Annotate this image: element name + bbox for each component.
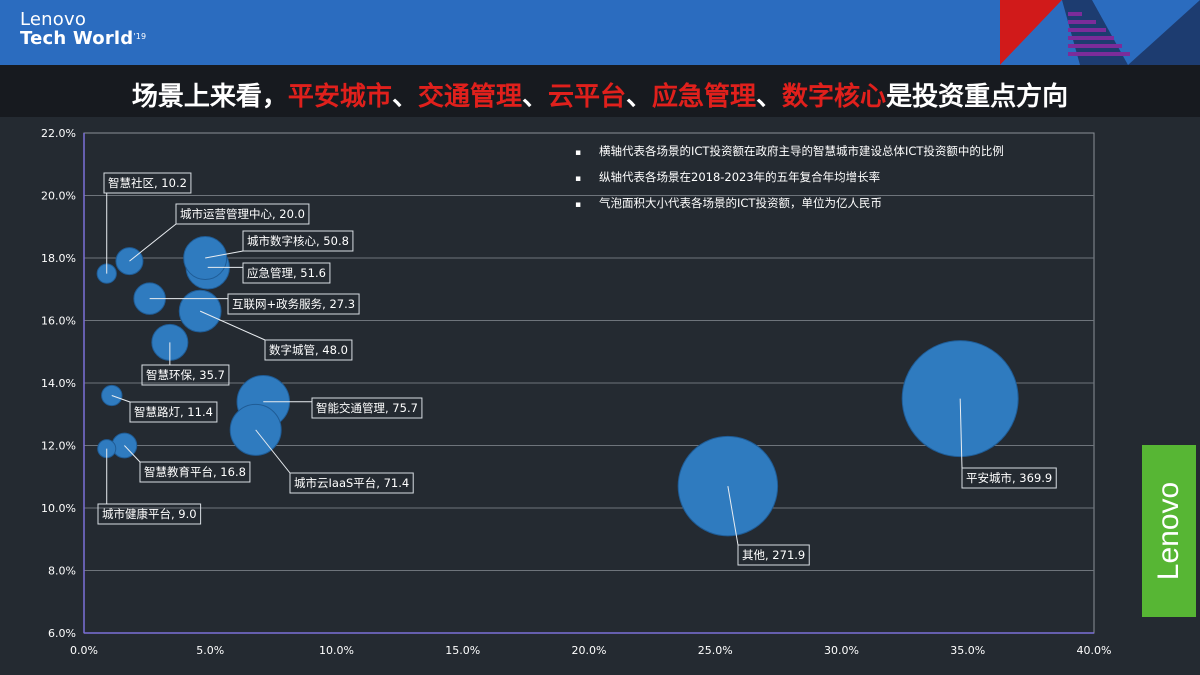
- data-label-box: [242, 230, 354, 252]
- data-label: 智慧社区, 10.2: [108, 176, 187, 190]
- data-label: 平安城市, 369.9: [966, 471, 1052, 485]
- title-bar: [0, 65, 1200, 117]
- annotation-item: 纵轴代表各场景在2018-2023年的五年复合年均增长率: [575, 169, 1004, 185]
- x-tick-label: 15.0%: [445, 644, 480, 657]
- title-sep-2: 、: [521, 82, 548, 112]
- data-label: 数字城管, 48.0: [269, 343, 348, 357]
- y-tick-label: 16.0%: [41, 315, 76, 328]
- title-suffix: 是投资重点方向: [886, 82, 1069, 112]
- y-tick-label: 14.0%: [41, 377, 76, 390]
- annotation-item: 横轴代表各场景的ICT投资额在政府主导的智慧城市建设总体ICT投资额中的比例: [575, 143, 1004, 159]
- bubble: [229, 403, 282, 456]
- title-highlight-4: 应急管理: [652, 82, 757, 112]
- data-label: 城市云IaaS平台, 71.4: [294, 476, 409, 490]
- leader-line: [129, 223, 177, 262]
- y-tick-label: 8.0%: [48, 565, 76, 578]
- title-highlight-3: 云平台: [547, 82, 626, 112]
- data-label: 其他, 271.9: [742, 548, 805, 562]
- y-tick-label: 22.0%: [41, 127, 76, 140]
- x-tick-label: 35.0%: [950, 644, 985, 657]
- y-tick-label: 18.0%: [41, 252, 76, 265]
- x-tick-label: 30.0%: [824, 644, 859, 657]
- y-tick-label: 12.0%: [41, 440, 76, 453]
- data-label-box: [242, 262, 331, 284]
- data-label: 互联网+政务服务, 27.3: [232, 297, 355, 311]
- data-label-box: [141, 364, 230, 386]
- data-label-box: [289, 472, 414, 494]
- data-label-box: [264, 339, 353, 361]
- x-tick-label: 40.0%: [1077, 644, 1112, 657]
- y-tick-label: 6.0%: [48, 627, 76, 640]
- data-label-box: [227, 293, 360, 315]
- title-highlight-1: 平安城市: [287, 82, 392, 112]
- y-tick-label: 10.0%: [41, 502, 76, 515]
- title-highlight-2: 交通管理: [417, 82, 522, 112]
- lenovo-brand-text: Lenovo: [1152, 481, 1185, 581]
- data-label: 智慧环保, 35.7: [146, 368, 225, 382]
- x-tick-label: 20.0%: [572, 644, 607, 657]
- data-label-box: [737, 544, 810, 566]
- data-label: 城市数字核心, 50.8: [247, 234, 349, 248]
- data-label-box: [97, 503, 202, 525]
- leader-line: [959, 398, 963, 469]
- leader-line: [727, 486, 739, 546]
- data-label-box: [311, 397, 423, 419]
- data-label: 智能交通管理, 75.7: [316, 401, 418, 415]
- leader-line: [255, 429, 291, 474]
- y-tick-label: 20.0%: [41, 190, 76, 203]
- slide-title: 场景上来看，平安城市、交通管理、云平台、应急管理、数字核心是投资重点方向: [0, 76, 1200, 113]
- corner-graphic: [1000, 0, 1200, 65]
- data-label-box: [961, 467, 1057, 489]
- x-tick-label: 25.0%: [698, 644, 733, 657]
- title-sep-4: 、: [756, 82, 783, 112]
- logo-line2: Tech World'19: [20, 29, 146, 48]
- title-sep-1: 、: [391, 82, 418, 112]
- data-label: 智慧教育平台, 16.8: [144, 465, 246, 479]
- data-label-box: [129, 401, 218, 423]
- logo-line2-text: Tech World: [20, 28, 134, 49]
- lenovo-brand-tab: [1142, 445, 1196, 617]
- logo-sup: '19: [133, 32, 147, 41]
- leader-line: [199, 310, 266, 341]
- annotation-item: 气泡面积大小代表各场景的ICT投资额，单位为亿人民币: [575, 195, 1004, 211]
- title-highlight-5: 数字核心: [782, 82, 887, 112]
- x-tick-label: 10.0%: [319, 644, 354, 657]
- data-label: 城市运营管理中心, 20.0: [180, 207, 305, 221]
- data-label-box: [103, 172, 192, 194]
- data-label: 城市健康平台, 9.0: [102, 507, 197, 521]
- x-tick-label: 0.0%: [70, 644, 98, 657]
- logo-line1: Lenovo: [20, 9, 87, 30]
- data-label: 应急管理, 51.6: [247, 266, 326, 280]
- data-label-box: [175, 203, 310, 225]
- x-tick-label: 5.0%: [196, 644, 224, 657]
- data-label-box: [139, 461, 251, 483]
- title-sep-3: 、: [626, 82, 653, 112]
- leader-line: [111, 395, 131, 403]
- leader-line: [124, 445, 141, 463]
- lenovo-tech-world-logo: Lenovo Tech World'19: [20, 10, 146, 48]
- chart-annotations: 横轴代表各场景的ICT投资额在政府主导的智慧城市建设总体ICT投资额中的比例 纵…: [575, 143, 1004, 221]
- leader-line: [205, 250, 244, 259]
- title-prefix: 场景上来看，: [131, 82, 288, 112]
- data-label: 智慧路灯, 11.4: [134, 405, 213, 419]
